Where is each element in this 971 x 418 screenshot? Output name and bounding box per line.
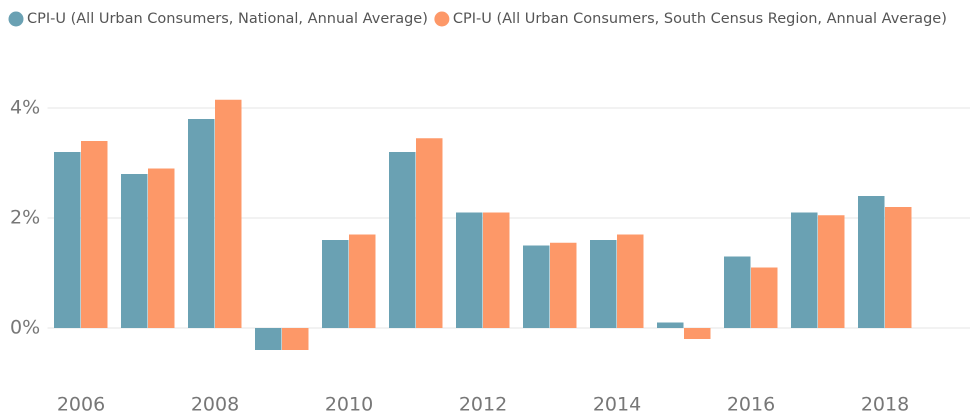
bar [590,240,617,328]
bar [523,245,550,328]
bar [188,119,215,328]
bar [121,174,148,328]
legend-label: CPI-U (All Urban Consumers, National, An… [27,11,428,27]
x-tick-label: 2012 [459,394,507,416]
legend-marker [434,11,450,27]
bar [282,328,309,350]
x-tick-label: 2006 [57,394,105,416]
bar [791,212,818,328]
bar [54,152,81,328]
bar [148,168,175,328]
bar [389,152,416,328]
bar [456,212,483,328]
y-tick-label: 2% [10,207,40,229]
x-tick-label: 2016 [727,394,775,416]
bar [550,242,577,328]
bar [349,234,376,328]
bar [617,234,644,328]
bar [858,196,885,328]
bar [215,99,242,328]
bar [751,267,778,328]
x-tick-label: 2014 [593,394,641,416]
y-tick-label: 4% [10,97,40,119]
y-tick-label: 0% [10,317,40,339]
bar [684,328,711,339]
x-tick-label: 2008 [191,394,239,416]
legend-label: CPI-U (All Urban Consumers, South Census… [453,11,947,27]
bar [81,141,108,328]
bar [483,212,510,328]
bar [322,240,349,328]
bar [818,215,845,328]
x-tick-label: 2018 [861,394,909,416]
bar [885,207,912,328]
bar [657,322,684,328]
bar [724,256,751,328]
legend-marker [8,11,24,27]
x-tick-label: 2010 [325,394,373,416]
bar [255,328,282,350]
bar [416,138,443,328]
